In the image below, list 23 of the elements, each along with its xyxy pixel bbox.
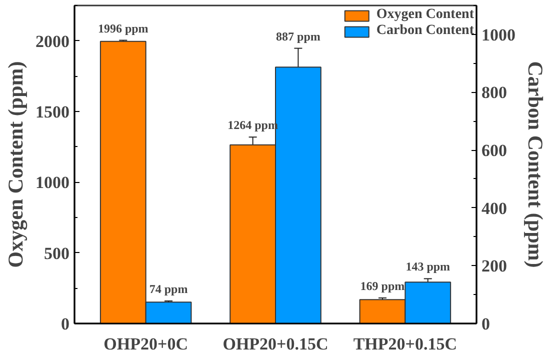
y2-tick-label: 800 — [482, 83, 507, 102]
data-label: 169 ppm — [360, 278, 405, 293]
y2-tick-label: 600 — [482, 141, 507, 160]
y2-tick-label: 0 — [482, 314, 490, 334]
legend-label: Oxygen Content — [376, 7, 474, 23]
legend-label: Carbon Content — [376, 23, 474, 39]
data-label: 74 ppm — [149, 282, 188, 296]
x-tick-label: OHP20+0C — [104, 334, 188, 354]
data-label: 143 ppm — [406, 260, 450, 274]
y-tick-label: 500 — [44, 244, 70, 263]
y-tick-label: 1500 — [36, 102, 70, 122]
y2-tick-label: 1000 — [482, 25, 516, 44]
y2-tick-label: 400 — [482, 198, 507, 218]
y-tick-label: 0 — [61, 314, 70, 334]
y-axis-title: Oxygen Content (ppm) — [4, 61, 28, 268]
x-tick-label: OHP20+0.15C — [222, 334, 328, 354]
y-tick-label: 1000 — [36, 173, 70, 192]
x-tick-label: THP20+0.15C — [353, 334, 458, 354]
data-label: 887 ppm — [276, 29, 320, 44]
y-tick-label: 2000 — [36, 32, 70, 51]
data-label: 1996 ppm — [98, 21, 148, 36]
y2-axis-title: Carbon Content (ppm) — [524, 61, 548, 268]
y2-tick-label: 200 — [482, 256, 507, 276]
